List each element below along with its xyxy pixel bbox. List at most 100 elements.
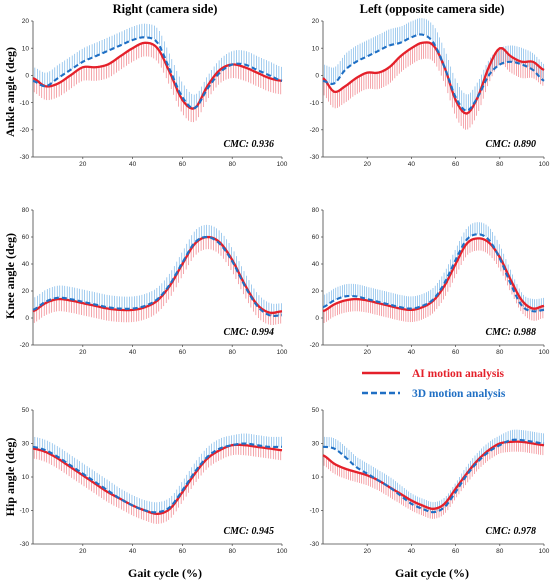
line-3d-motion-analysis <box>32 235 283 318</box>
line-3d-motion-analysis <box>322 438 545 514</box>
row-label-hip: Hip angle (deg) <box>3 438 17 517</box>
x-tick-label: 80 <box>229 548 237 555</box>
x-axis-label-left: Gait cycle (%) <box>395 566 469 580</box>
x-tick-label: 20 <box>364 161 372 168</box>
x-tick-label: 40 <box>129 349 137 356</box>
y-tick-label: 40 <box>312 261 320 268</box>
y-tick-label: 30 <box>22 441 30 448</box>
chart-ankle-right: -30 -20 -10 0 10 20 20 40 60 80 100 CMC: 0.936 <box>20 18 288 168</box>
y-tick-label: -20 <box>20 127 30 134</box>
band-3d-motion-analysis <box>34 224 282 316</box>
x-tick-label: 100 <box>277 161 288 168</box>
x-tick-label: 20 <box>364 548 372 555</box>
y-tick-label: 20 <box>22 288 30 295</box>
x-tick-label: 80 <box>496 349 504 356</box>
y-tick-label: -30 <box>310 541 320 548</box>
line-ai-motion-analysis <box>32 235 283 315</box>
y-tick-label: 20 <box>22 18 30 25</box>
x-axis-label-right: Gait cycle (%) <box>128 566 202 580</box>
x-tick-label: 40 <box>408 349 416 356</box>
y-tick-label: -20 <box>310 342 320 349</box>
column-title-left: Left (opposite camera side) <box>360 2 505 16</box>
x-tick-label: 60 <box>452 161 460 168</box>
y-tick-label: -20 <box>20 342 30 349</box>
y-tick-label: -30 <box>310 154 320 161</box>
y-tick-label: 0 <box>25 73 29 80</box>
cmc-annotation: CMC: 0.945 <box>223 526 274 537</box>
legend-label-ai: AI motion analysis <box>412 368 505 380</box>
line-3d-motion-analysis <box>32 36 283 110</box>
band-ai-motion-analysis <box>323 42 544 130</box>
chart-knee-right: -20 0 20 40 60 80 20 40 60 80 100 CMC: 0.994 <box>20 207 288 356</box>
y-tick-label: 40 <box>22 261 30 268</box>
line-ai-motion-analysis <box>32 443 283 516</box>
y-tick-label: 30 <box>312 441 320 448</box>
y-tick-label: 50 <box>22 407 30 414</box>
y-tick-label: 0 <box>25 315 29 322</box>
line-3d-motion-analysis <box>32 442 283 514</box>
y-tick-label: 10 <box>312 474 320 481</box>
cmc-annotation: CMC: 0.890 <box>485 139 536 150</box>
y-tick-label: -10 <box>20 100 30 107</box>
chart-hip-right: -30 -10 10 30 50 20 40 60 80 100 CMC: 0.945 <box>20 407 288 555</box>
x-tick-label: 100 <box>539 349 550 356</box>
x-tick-label: 40 <box>129 548 137 555</box>
x-tick-label: 20 <box>364 349 372 356</box>
cmc-annotation: CMC: 0.988 <box>485 327 536 338</box>
x-tick-label: 80 <box>229 349 237 356</box>
line-ai-motion-analysis <box>322 41 545 115</box>
y-tick-label: 80 <box>22 207 30 214</box>
x-tick-label: 20 <box>79 548 87 555</box>
x-tick-label: 100 <box>539 161 550 168</box>
x-tick-label: 60 <box>452 349 460 356</box>
line-3d-motion-analysis <box>322 233 545 313</box>
x-tick-label: 60 <box>179 548 187 555</box>
column-title-right: Right (camera side) <box>113 2 218 16</box>
y-tick-label: 10 <box>22 45 30 52</box>
x-tick-label: 100 <box>277 349 288 356</box>
x-tick-label: 60 <box>452 548 460 555</box>
y-tick-label: 20 <box>312 288 320 295</box>
band-ai-motion-analysis <box>323 441 544 519</box>
x-tick-label: 100 <box>277 548 288 555</box>
band-3d-motion-analysis <box>324 18 544 111</box>
y-tick-label: 80 <box>312 207 320 214</box>
y-tick-label: 10 <box>22 474 30 481</box>
x-tick-label: 80 <box>229 161 237 168</box>
cmc-annotation: CMC: 0.994 <box>223 327 274 338</box>
x-tick-label: 100 <box>539 548 550 555</box>
x-tick-label: 40 <box>129 161 137 168</box>
chart-hip-left: -30 -10 10 30 50 20 40 60 80 100 CMC: 0.978 <box>310 407 550 555</box>
y-tick-label: -10 <box>310 100 320 107</box>
y-tick-label: 0 <box>315 315 319 322</box>
x-tick-label: 60 <box>179 161 187 168</box>
y-tick-label: -30 <box>20 541 30 548</box>
line-3d-motion-analysis <box>322 33 545 112</box>
row-label-ankle: Ankle angle (deg) <box>3 47 17 137</box>
band-ai-motion-analysis <box>33 42 282 123</box>
y-tick-label: 0 <box>315 73 319 80</box>
y-tick-label: -20 <box>310 127 320 134</box>
x-tick-label: 80 <box>496 548 504 555</box>
y-tick-label: -10 <box>310 508 320 515</box>
x-tick-label: 80 <box>496 161 504 168</box>
x-tick-label: 20 <box>79 349 87 356</box>
chart-ankle-left: -30 -20 -10 0 10 20 20 40 60 80 100 CMC: 0.890 <box>310 18 550 168</box>
y-tick-label: 10 <box>312 45 320 52</box>
legend-label-3d: 3D motion analysis <box>412 388 506 400</box>
x-tick-label: 40 <box>408 548 416 555</box>
y-tick-label: 50 <box>312 407 320 414</box>
line-ai-motion-analysis <box>32 41 283 110</box>
x-tick-label: 20 <box>79 161 87 168</box>
y-tick-label: -30 <box>20 154 30 161</box>
row-label-knee: Knee angle (deg) <box>3 233 17 319</box>
y-tick-label: 60 <box>312 234 320 241</box>
cmc-annotation: CMC: 0.978 <box>485 526 536 537</box>
y-tick-label: 20 <box>312 18 320 25</box>
line-ai-motion-analysis <box>322 440 545 510</box>
x-tick-label: 40 <box>408 161 416 168</box>
chart-knee-left: -20 0 20 40 60 80 20 40 60 80 100 CMC: 0.988 <box>310 207 550 356</box>
cmc-annotation: CMC: 0.936 <box>223 139 274 150</box>
